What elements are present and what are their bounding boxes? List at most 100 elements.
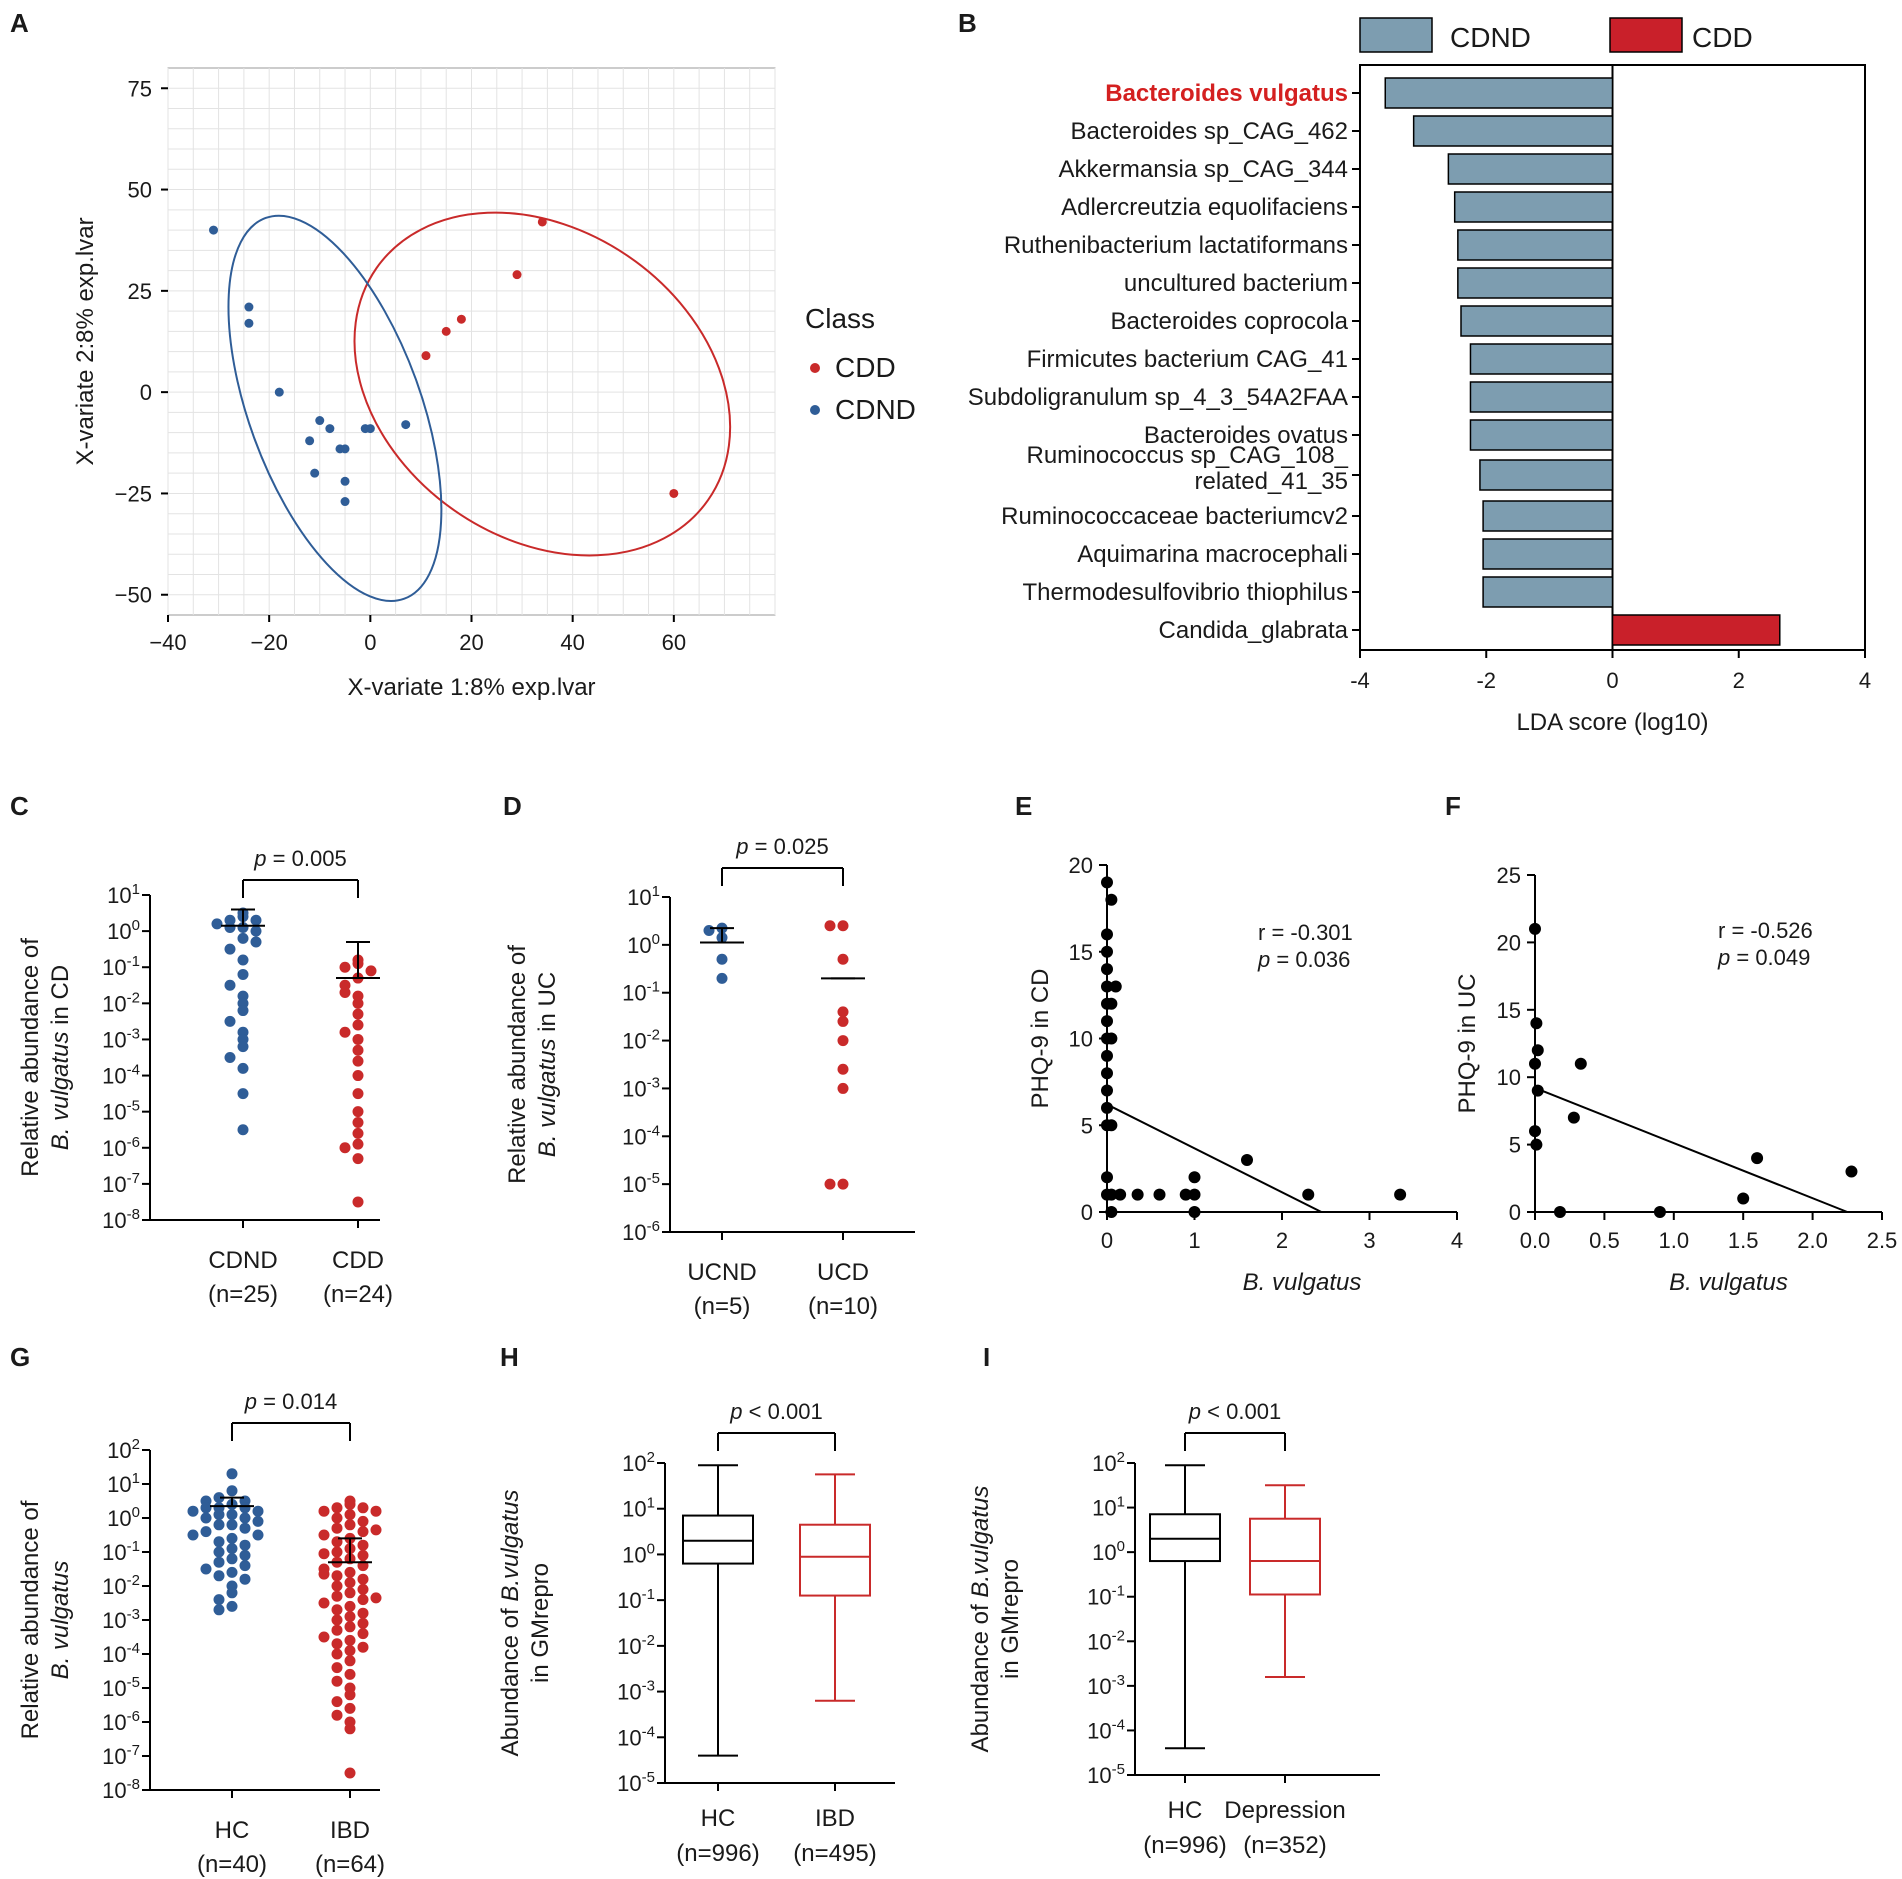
data-point	[331, 1604, 343, 1616]
group-n: (n=5)	[694, 1293, 751, 1320]
data-point	[200, 1526, 212, 1538]
data-point	[318, 1568, 330, 1580]
data-point	[1131, 1188, 1144, 1201]
legend-label: CDD	[1692, 22, 1753, 53]
p-value: p = 0.025	[735, 834, 828, 859]
data-point	[318, 1631, 330, 1643]
y-tick-label: 10-3	[102, 1025, 140, 1052]
highlight-label: Bacteroides vulgatus	[1105, 80, 1348, 107]
data-point	[344, 1621, 356, 1633]
data-point	[237, 968, 249, 980]
data-point	[357, 1515, 369, 1527]
data-point	[331, 1675, 343, 1687]
data-point	[339, 1142, 351, 1154]
data-point	[352, 1153, 364, 1165]
data-point	[200, 1502, 212, 1514]
legend-marker	[810, 405, 820, 415]
data-point	[352, 1138, 364, 1150]
x-axis-label: X-variate 1:8% exp.lvar	[347, 674, 595, 701]
data-point	[331, 1648, 343, 1660]
data-point	[250, 925, 262, 937]
bar	[1469, 381, 1614, 413]
y-tick-label: 10-5	[622, 1170, 660, 1197]
r-value: r = -0.301	[1258, 920, 1353, 945]
bar	[1457, 229, 1614, 261]
data-point	[239, 1512, 251, 1524]
data-point	[824, 1178, 836, 1190]
data-point	[213, 1536, 225, 1548]
data-point	[250, 936, 262, 948]
box	[1149, 1513, 1221, 1563]
data-point	[1101, 1015, 1113, 1028]
data-point	[1531, 1044, 1544, 1057]
y-axis-label: B. vulgatus	[47, 1561, 74, 1680]
y-tick-label: 10-8	[102, 1206, 140, 1233]
data-point	[224, 1052, 236, 1063]
data-point	[357, 1502, 369, 1514]
y-tick-label: 10-7	[102, 1170, 140, 1197]
data-point	[344, 1611, 356, 1623]
data-point	[1101, 1101, 1113, 1114]
p-value: p = 0.005	[253, 846, 346, 871]
data-point	[237, 1124, 249, 1136]
data-point	[1530, 1017, 1543, 1030]
point-cdnd	[401, 420, 411, 430]
y-tick-label: 101	[107, 1470, 140, 1497]
data-point	[1302, 1188, 1315, 1201]
data-point	[344, 1655, 356, 1667]
point-cdnd	[209, 225, 219, 235]
group-label: CDND	[208, 1247, 277, 1274]
y-tick-label: 10-4	[102, 1062, 140, 1089]
regression-line	[1106, 1103, 1322, 1213]
data-point	[837, 1035, 849, 1047]
data-point	[1241, 1153, 1253, 1166]
y-tick-label: 10-1	[1087, 1583, 1125, 1610]
x-tick-label: 2	[1276, 1228, 1288, 1253]
data-point	[1101, 1067, 1113, 1080]
y-tick-label: 10-1	[622, 979, 660, 1006]
group-label: HC	[701, 1805, 736, 1832]
data-point	[365, 965, 377, 977]
data-point	[237, 1041, 249, 1053]
data-point	[1101, 963, 1113, 976]
data-point	[344, 1509, 356, 1521]
data-point	[200, 1512, 212, 1524]
point-cdnd	[365, 424, 375, 434]
legend-title: Class	[805, 303, 875, 334]
p-value: p = 0.049	[1717, 945, 1810, 970]
y-tick-label: 20	[1497, 930, 1521, 955]
x-tick-label: 1.5	[1728, 1228, 1759, 1253]
data-point	[187, 1529, 199, 1541]
data-point	[213, 1509, 225, 1521]
y-tick-label: 10-4	[1087, 1716, 1125, 1743]
data-point	[226, 1532, 238, 1544]
data-point	[239, 1539, 251, 1551]
x-tick-label: 1	[1188, 1228, 1200, 1253]
data-point	[237, 1088, 249, 1100]
y-tick-label: 10-6	[102, 1708, 140, 1735]
y-tick-label: 5	[1081, 1113, 1093, 1138]
y-tick-label: 10-2	[102, 989, 140, 1016]
data-point	[213, 1519, 225, 1531]
data-point	[331, 1696, 343, 1708]
point-cdd	[537, 217, 547, 227]
y-tick-label: 10-4	[102, 1640, 140, 1667]
data-point	[250, 914, 262, 926]
group-n: (n=352)	[1243, 1832, 1326, 1859]
y-tick-label: 10-1	[102, 1538, 140, 1565]
y-tick-label: 10	[1069, 1027, 1093, 1052]
bar	[1412, 115, 1614, 147]
group-label: HC	[1168, 1797, 1203, 1824]
x-tick-label: -4	[1350, 668, 1370, 693]
data-point	[716, 953, 728, 965]
data-point	[226, 1468, 238, 1480]
category-label: Bacteroides ovatus	[1144, 422, 1348, 449]
data-point	[344, 1689, 356, 1701]
x-axis-label: B. vulgatus	[1243, 1269, 1362, 1296]
data-point	[357, 1583, 369, 1595]
data-point	[352, 1196, 364, 1208]
ellipse-cdnd	[227, 214, 443, 602]
bar	[1447, 153, 1614, 185]
y-tick-label: 101	[1092, 1494, 1125, 1521]
group-label: HC	[215, 1817, 250, 1844]
